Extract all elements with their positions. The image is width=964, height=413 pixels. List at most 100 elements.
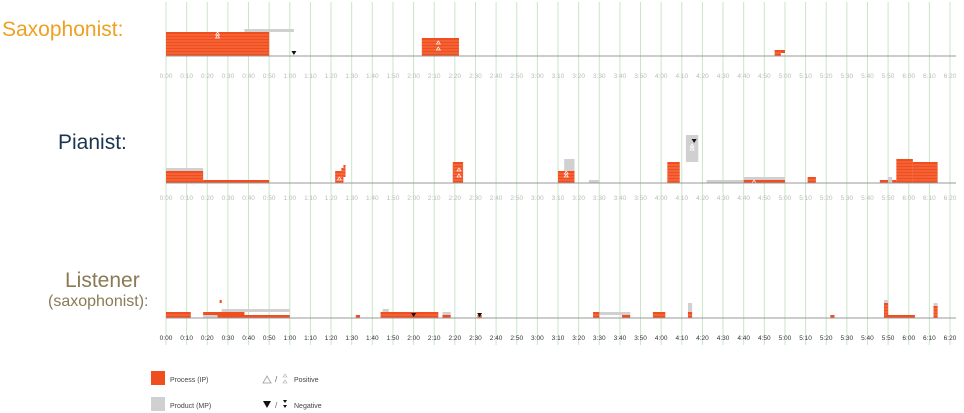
listener-label: Listener [65, 269, 140, 292]
tick-label: 2:10 [428, 73, 441, 80]
negative-marker [477, 313, 483, 317]
tick-label: 4:40 [737, 73, 750, 80]
tick-label: 0:50 [263, 73, 276, 80]
product-bar [221, 309, 290, 312]
legend: // [151, 371, 288, 411]
tick-label: 2:20 [449, 195, 462, 202]
process-bar [912, 162, 938, 183]
product-bar [888, 177, 893, 183]
legend-process-swatch [151, 371, 165, 385]
legend-process-label: Process (IP) [170, 377, 209, 384]
process-bar [355, 315, 360, 318]
tick-label: 0:20 [201, 195, 214, 202]
product-bar [382, 309, 389, 312]
tick-label: 1:40 [366, 335, 379, 342]
legend-negative-label: Negative [294, 403, 322, 410]
tick-label: 6:10 [923, 73, 936, 80]
process-bar [452, 162, 464, 183]
pianist-label: Pianist: [58, 131, 127, 154]
tick-label: 5:10 [799, 335, 812, 342]
tick-label: 3:30 [593, 195, 606, 202]
tick-label: 4:40 [737, 195, 750, 202]
legend-positive-triangle [262, 375, 272, 384]
tick-label: 3:30 [593, 73, 606, 80]
legend-negative-small-b [283, 405, 287, 408]
tick-label: 2:40 [490, 73, 503, 80]
gridlines [165, 2, 951, 345]
tick-label: 5:30 [841, 73, 854, 80]
tick-label: 1:50 [387, 195, 400, 202]
positive-marker [456, 167, 462, 172]
tick-label: 5:00 [779, 335, 792, 342]
process-bar [886, 315, 915, 318]
tick-label: 0:10 [180, 335, 193, 342]
tick-label: 0:30 [222, 335, 235, 342]
tick-label: 2:50 [510, 73, 523, 80]
tick-label: 2:40 [490, 335, 503, 342]
tick-label: 4:30 [717, 335, 730, 342]
tick-label: 4:00 [655, 335, 668, 342]
tick-label: 2:10 [428, 195, 441, 202]
tick-label: 0:20 [201, 73, 214, 80]
tick-label: 2:00 [407, 195, 420, 202]
tick-label: 2:30 [469, 73, 482, 80]
tick-label: 5:10 [799, 73, 812, 80]
product-bar [933, 303, 938, 306]
process-bar [879, 180, 889, 183]
process-bar [743, 180, 785, 183]
legend-positive-small-b [282, 379, 288, 384]
legend-negative-slash: / [275, 401, 278, 410]
legend-positive-small-a [282, 373, 288, 378]
tick-label: 6:00 [902, 73, 915, 80]
tick-label: 4:50 [758, 195, 771, 202]
tick-label: 5:20 [820, 335, 833, 342]
tick-label: 0:50 [263, 335, 276, 342]
product-bar [599, 312, 631, 315]
tick-label: 4:50 [758, 335, 771, 342]
tick-label: 3:10 [552, 335, 565, 342]
tick-label: 5:50 [882, 335, 895, 342]
tick-label: 1:20 [325, 73, 338, 80]
product-bar [442, 312, 451, 315]
process-bar [830, 315, 835, 318]
tick-label: 5:20 [820, 195, 833, 202]
process-bar [217, 315, 290, 318]
listener-sublabel: (saxophonist): [48, 293, 149, 310]
process-bar [442, 315, 451, 318]
tick-label: 6:20 [944, 335, 957, 342]
tick-label: 1:50 [387, 335, 400, 342]
tick-label: 0:20 [201, 335, 214, 342]
tick-label: 0:50 [263, 195, 276, 202]
process-bar [892, 180, 897, 183]
tick-label: 6:20 [944, 195, 957, 202]
tick-label: 1:50 [387, 73, 400, 80]
tick-label: 1:00 [283, 73, 296, 80]
tick-label: 4:30 [717, 73, 730, 80]
tick-label: 5:30 [841, 195, 854, 202]
tick-label: 3:10 [552, 195, 565, 202]
tick-label: 4:20 [696, 73, 709, 80]
negative-marker [411, 313, 417, 317]
tick-label: 1:40 [366, 195, 379, 202]
tick-label: 4:10 [675, 73, 688, 80]
tick-label: 1:20 [325, 335, 338, 342]
tick-label: 1:20 [325, 195, 338, 202]
tick-label: 3:40 [614, 335, 627, 342]
tick-label: 2:50 [510, 195, 523, 202]
process-bar [883, 303, 889, 318]
tick-label: 0:00 [160, 335, 173, 342]
tick-label: 2:50 [510, 335, 523, 342]
tick-label: 3:00 [531, 195, 544, 202]
legend-negative-small-a [283, 400, 287, 403]
tick-label: 3:10 [552, 73, 565, 80]
tick-label: 3:50 [634, 335, 647, 342]
tick-label: 4:10 [675, 335, 688, 342]
product-bar [166, 168, 204, 171]
positive-marker [563, 170, 569, 175]
tick-label: 3:40 [614, 195, 627, 202]
tick-label: 6:10 [923, 335, 936, 342]
tick-label: 6:20 [944, 73, 957, 80]
tick-label: 5:50 [882, 73, 895, 80]
tick-label: 1:10 [304, 335, 317, 342]
